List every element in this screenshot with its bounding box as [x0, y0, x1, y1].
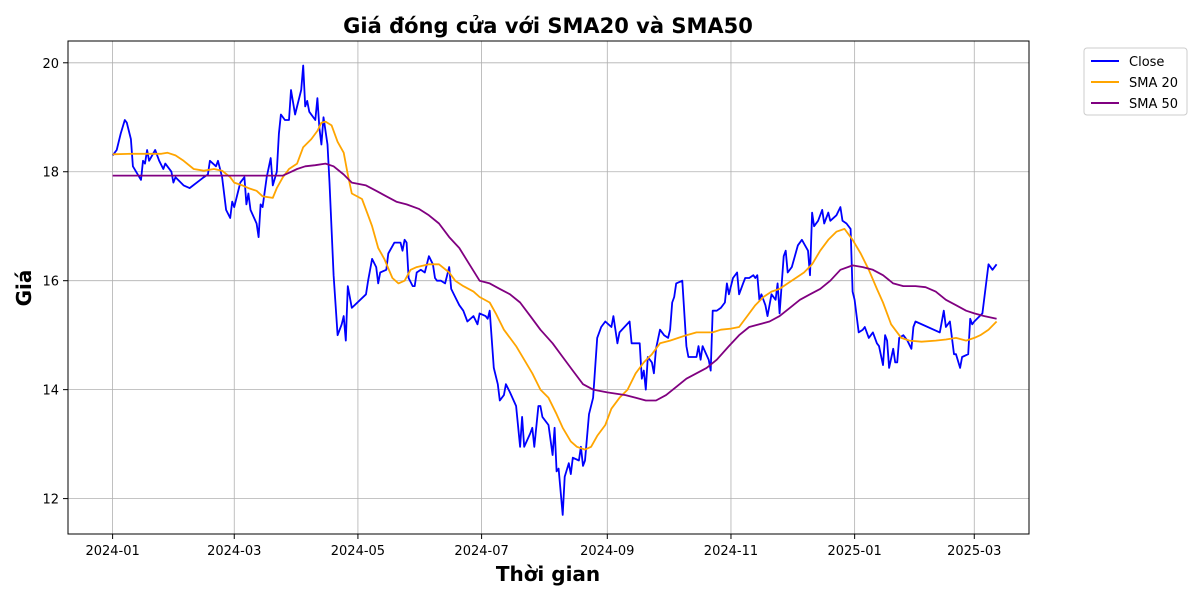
axis-ticks: 2024-01 2024-03 2024-05 2024-07 2024-09 2024-…: [42, 57, 1001, 559]
chart-title: Giá đóng cửa với SMA20 và SMA50: [343, 14, 753, 38]
x-tick-label: 2024-03: [207, 544, 261, 559]
y-axis-label: Giá: [12, 270, 36, 307]
close-price-line: [111, 64, 998, 516]
x-tick-label: 2025-01: [827, 544, 881, 559]
legend-label: SMA 20: [1129, 76, 1178, 91]
x-tick-label: 2024-01: [85, 544, 139, 559]
y-tick-label: 20: [42, 57, 59, 72]
y-tick-label: 14: [42, 384, 59, 399]
x-tick-label: 2024-11: [704, 544, 758, 559]
x-tick-label: 2024-09: [580, 544, 634, 559]
x-axis-label: Thời gian: [496, 562, 600, 586]
legend-box: [1083, 47, 1188, 116]
plot-area-frame: [67, 40, 1030, 535]
legend-label: Close: [1129, 55, 1164, 70]
x-tick-label: 2024-05: [331, 544, 385, 559]
y-tick-label: 18: [42, 166, 59, 181]
sma50-line: [112, 162, 997, 402]
legend-label: SMA 50: [1129, 97, 1178, 112]
legend: Close SMA 20 SMA 50: [1083, 47, 1188, 116]
y-tick-label: 12: [42, 493, 59, 508]
sma20-line: [112, 120, 998, 451]
series-lines: [111, 64, 998, 516]
y-tick-label: 16: [42, 275, 59, 290]
x-tick-label: 2024-07: [454, 544, 508, 559]
x-tick-label: 2025-03: [947, 544, 1001, 559]
grid-lines: [68, 41, 1029, 534]
